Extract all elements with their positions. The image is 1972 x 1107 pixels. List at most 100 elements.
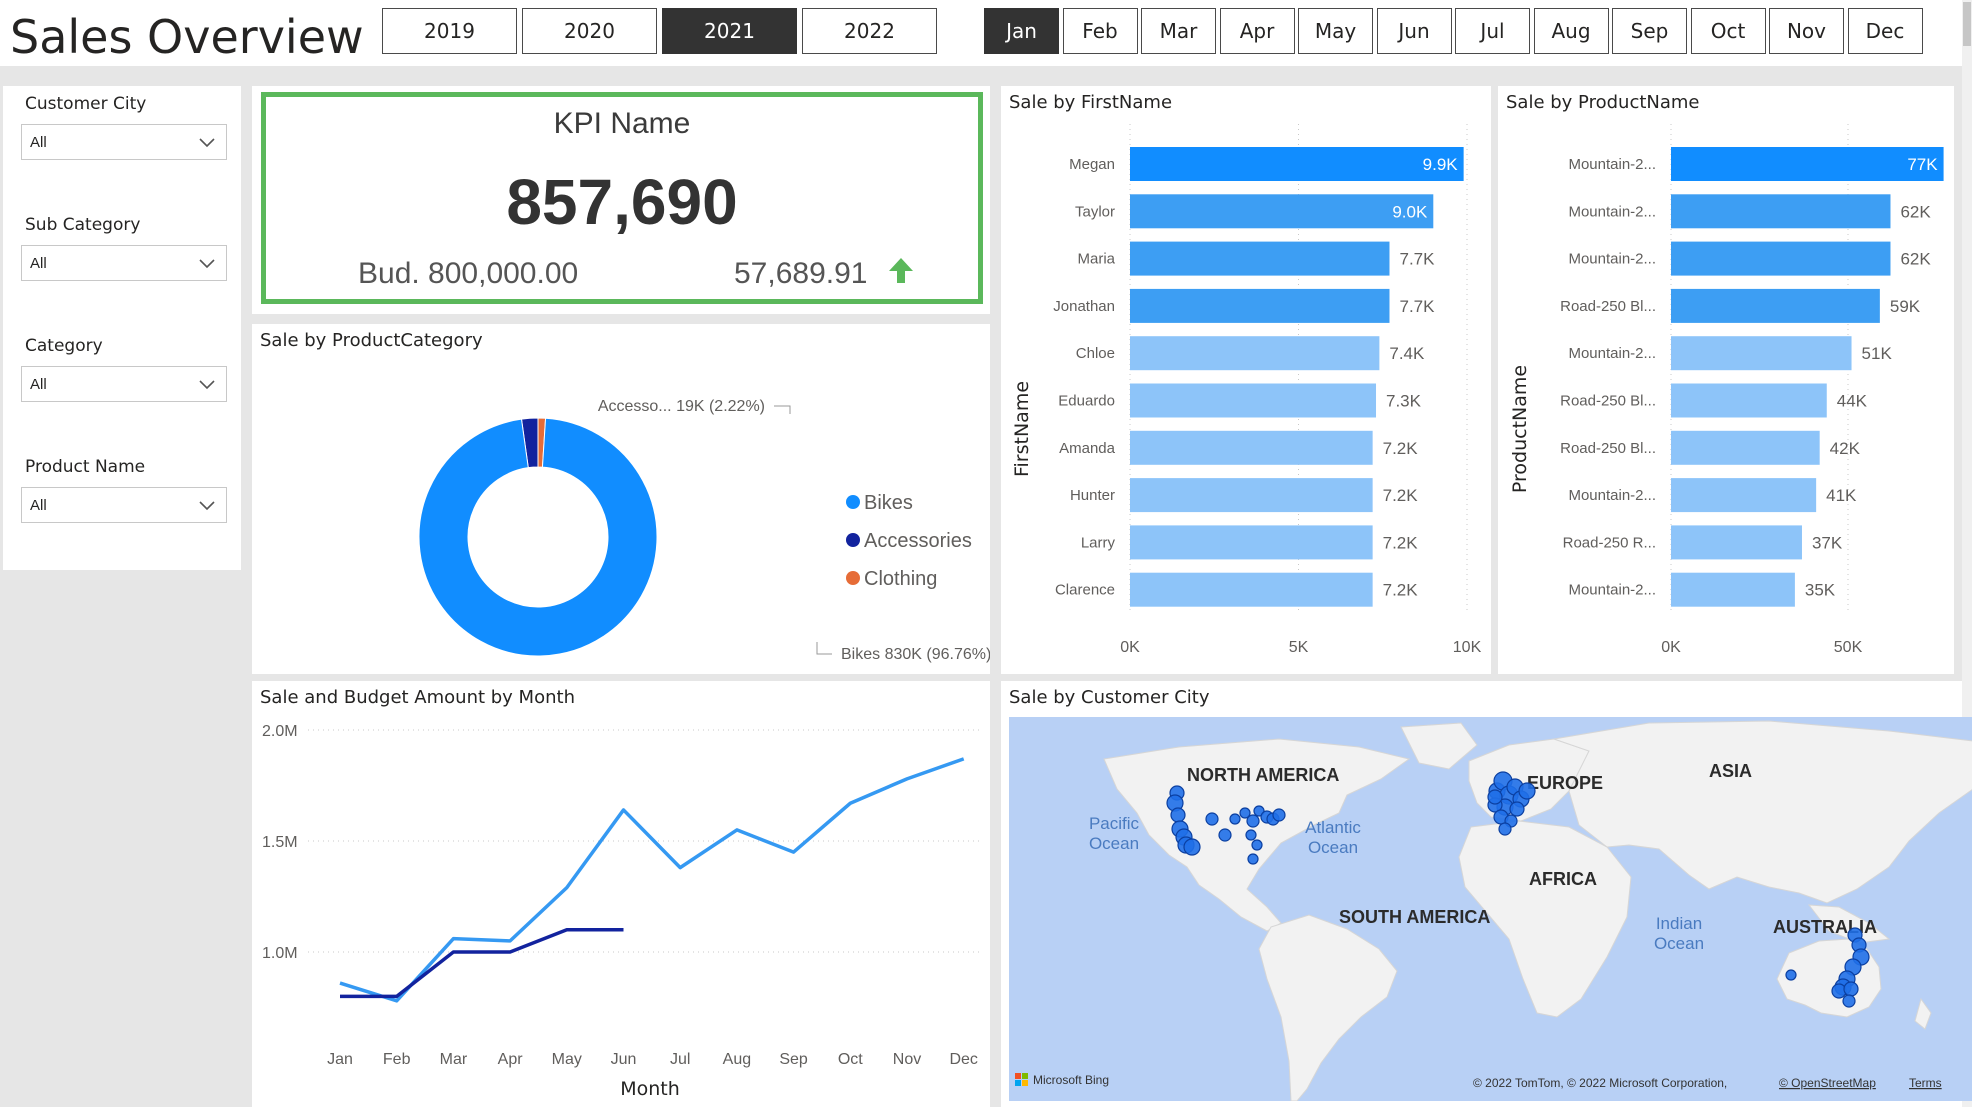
bar[interactable]	[1671, 241, 1891, 276]
donut-title: Sale by ProductCategory	[260, 330, 483, 351]
world-map[interactable]: NORTH AMERICA EUROPE ASIA AFRICA SOUTH A…	[1009, 717, 1972, 1101]
data-label: 9.9K	[1423, 155, 1459, 174]
month-button-jan[interactable]: Jan	[984, 8, 1059, 54]
bar[interactable]	[1671, 288, 1880, 323]
southeast-asia-land	[1807, 904, 1891, 944]
year-button-2021[interactable]: 2021	[662, 8, 797, 54]
bar[interactable]	[1671, 572, 1795, 607]
category-label: Road-250 Bl...	[1560, 298, 1656, 315]
budget-amount-line[interactable]	[340, 928, 624, 999]
category-label: Mountain-2...	[1568, 251, 1656, 268]
year-button-2020[interactable]: 2020	[522, 8, 657, 54]
bar[interactable]	[1130, 336, 1380, 371]
city-bubble[interactable]	[1498, 822, 1512, 836]
month-button-dec[interactable]: Dec	[1847, 8, 1923, 54]
bar[interactable]	[1671, 478, 1817, 513]
month-button-sep[interactable]: Sep	[1612, 8, 1687, 54]
x-tick-label: 50K	[1834, 639, 1863, 656]
x-tick-label: Sep	[779, 1051, 808, 1068]
bar[interactable]	[1671, 383, 1827, 418]
city-bubble[interactable]	[1245, 829, 1257, 841]
legend-dot-bikes	[846, 495, 860, 509]
month-button-aug[interactable]: Aug	[1533, 8, 1609, 54]
map-osm-link[interactable]: © OpenStreetMap	[1779, 1076, 1876, 1090]
month-button-jul[interactable]: Jul	[1455, 8, 1530, 54]
city-bubble[interactable]	[1218, 828, 1232, 842]
bar[interactable]	[1130, 572, 1373, 607]
bar[interactable]	[1671, 336, 1852, 371]
donut-label-bikes: Bikes 830K (96.76%)	[841, 646, 990, 663]
data-label: 7.2K	[1383, 581, 1419, 600]
sale-amount-line[interactable]	[339, 757, 965, 1003]
category-label: Chloe	[1076, 345, 1115, 362]
label-north-america: NORTH AMERICA	[1187, 765, 1339, 785]
sale-budget-line-chart[interactable]: Month 2.0M 1.5M 1.0M Jan Feb Mar Apr May Jun Jul A…	[252, 681, 990, 1107]
map-terms-link[interactable]: Terms	[1909, 1076, 1942, 1090]
x-tick-label: 10K	[1453, 639, 1482, 656]
city-bubble[interactable]	[1205, 812, 1219, 826]
category-dropdown[interactable]: All	[21, 366, 227, 402]
data-label: 35K	[1805, 581, 1836, 600]
legend-label-bikes[interactable]: Bikes	[864, 492, 913, 514]
city-bubble[interactable]	[1170, 807, 1186, 823]
bar[interactable]	[1130, 478, 1373, 513]
productname-bar-chart[interactable]: ProductName 0K 50K Mountain-2... 77K Mountai…	[1498, 86, 1954, 674]
month-button-oct[interactable]: Oct	[1690, 8, 1766, 54]
bar[interactable]	[1130, 194, 1434, 229]
data-label: 77K	[1907, 155, 1938, 174]
year-button-2019[interactable]: 2019	[382, 8, 517, 54]
city-bubble[interactable]	[1183, 838, 1201, 856]
month-button-apr[interactable]: Apr	[1219, 8, 1295, 54]
city-bubble[interactable]	[1251, 839, 1263, 851]
x-tick-label: Feb	[383, 1051, 411, 1068]
x-tick-label: Jun	[611, 1051, 637, 1068]
city-bubble[interactable]	[1229, 813, 1241, 825]
customer-city-dropdown[interactable]: All	[21, 124, 227, 160]
sub-category-dropdown[interactable]: All	[21, 245, 227, 281]
year-button-2022[interactable]: 2022	[802, 8, 937, 54]
legend-label-clothing[interactable]: Clothing	[864, 568, 937, 590]
bar[interactable]	[1130, 241, 1390, 276]
bar[interactable]	[1671, 525, 1802, 560]
month-button-mar[interactable]: Mar	[1141, 8, 1216, 54]
productname-chart-title: Sale by ProductName	[1506, 92, 1700, 113]
bar[interactable]	[1130, 430, 1373, 465]
donut-slice-bikes[interactable]	[418, 417, 658, 657]
data-label: 7.7K	[1399, 250, 1435, 269]
label-atlantic-ocean: Atlantic	[1305, 818, 1361, 837]
bar[interactable]	[1671, 430, 1820, 465]
product-name-dropdown[interactable]: All	[21, 487, 227, 523]
bar[interactable]	[1130, 525, 1373, 560]
productname-panel: Sale by ProductName ProductName 0K 50K Mou…	[1498, 86, 1954, 674]
label-africa: AFRICA	[1529, 869, 1597, 889]
data-label: 37K	[1812, 533, 1843, 552]
page-scrollbar-thumb[interactable]	[1963, 2, 1971, 46]
kpi-card[interactable]: KPI Name 857,690 Bud. 800,000.00 57,689.…	[261, 92, 983, 304]
page-scrollbar[interactable]	[1962, 0, 1972, 1107]
legend-label-accessories[interactable]: Accessories	[864, 530, 972, 552]
city-bubble[interactable]	[1518, 782, 1536, 800]
bar[interactable]	[1130, 383, 1377, 418]
donut-chart[interactable]: Accesso... 19K (2.22%) Bikes 830K (96.76…	[252, 354, 990, 674]
city-bubble[interactable]	[1843, 981, 1859, 997]
bar[interactable]	[1671, 194, 1891, 229]
month-button-jun[interactable]: Jun	[1376, 8, 1452, 54]
month-button-nov[interactable]: Nov	[1769, 8, 1844, 54]
city-bubble[interactable]	[1509, 801, 1525, 817]
category-label: Mountain-2...	[1568, 487, 1656, 504]
bar[interactable]	[1671, 147, 1944, 181]
bar[interactable]	[1130, 288, 1390, 323]
firstname-bar-chart[interactable]: FirstName 0K 5K 10K Megan 9.9K Taylor 9.0K Mari…	[1001, 86, 1491, 674]
city-bubble[interactable]	[1247, 853, 1259, 865]
city-bubble[interactable]	[1785, 969, 1797, 981]
city-bubble[interactable]	[1272, 808, 1286, 822]
month-button-may[interactable]: May	[1298, 8, 1373, 54]
category-label: Mountain-2...	[1568, 203, 1656, 220]
city-bubble[interactable]	[1487, 789, 1503, 805]
x-tick-label: Aug	[723, 1051, 751, 1068]
month-button-feb[interactable]: Feb	[1062, 8, 1138, 54]
city-bubble[interactable]	[1842, 994, 1856, 1008]
bar[interactable]	[1130, 147, 1464, 181]
city-bubble[interactable]	[1246, 814, 1260, 828]
city-bubble[interactable]	[1239, 807, 1251, 819]
